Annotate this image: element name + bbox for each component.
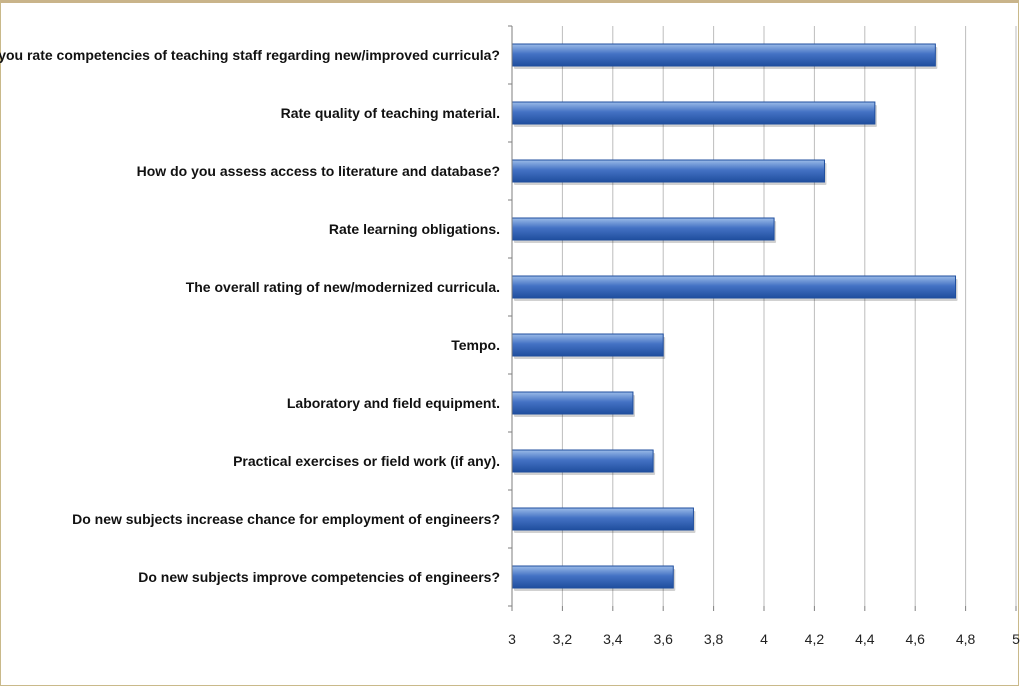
x-tick-label: 3,6 xyxy=(653,631,673,647)
x-tick-label: 3,2 xyxy=(553,631,573,647)
x-tick-label: 3,4 xyxy=(603,631,623,647)
category-label: How do you assess access to literature a… xyxy=(137,163,500,179)
x-tick-label: 4,2 xyxy=(805,631,825,647)
x-tick-label: 4 xyxy=(760,631,768,647)
bar xyxy=(511,333,664,357)
bar xyxy=(511,217,775,241)
category-labels: How do you rate competencies of teaching… xyxy=(0,47,500,585)
bar xyxy=(511,507,694,531)
bar xyxy=(511,159,825,183)
x-tick-label: 3,8 xyxy=(704,631,724,647)
x-tick-label: 4,6 xyxy=(905,631,925,647)
bars xyxy=(511,43,958,591)
category-label: Tempo. xyxy=(451,337,500,353)
bar xyxy=(511,43,936,67)
category-label: Do new subjects improve competencies of … xyxy=(138,569,500,585)
category-label: Rate quality of teaching material. xyxy=(281,105,500,121)
category-label: Rate learning obligations. xyxy=(329,221,500,237)
category-label: The overall rating of new/modernized cur… xyxy=(186,279,500,295)
bar xyxy=(511,449,654,473)
bar xyxy=(511,275,957,299)
x-tick-label: 4,8 xyxy=(956,631,976,647)
x-tick-label: 5 xyxy=(1012,631,1020,647)
bar xyxy=(511,391,634,415)
category-label: Practical exercises or field work (if an… xyxy=(233,453,500,469)
tick-labels: 3 3,2 3,4 3,6 3,8 4 4,2 4,4 4,6 4,8 5 xyxy=(508,631,1020,647)
category-label: Laboratory and field equipment. xyxy=(287,395,500,411)
axes xyxy=(508,25,1017,611)
bar xyxy=(511,101,876,125)
x-tick-label: 4,4 xyxy=(855,631,875,647)
category-label: Do new subjects increase chance for empl… xyxy=(72,511,500,527)
bar xyxy=(511,565,674,589)
category-label: How do you rate competencies of teaching… xyxy=(0,47,500,63)
x-tick-label: 3 xyxy=(508,631,516,647)
